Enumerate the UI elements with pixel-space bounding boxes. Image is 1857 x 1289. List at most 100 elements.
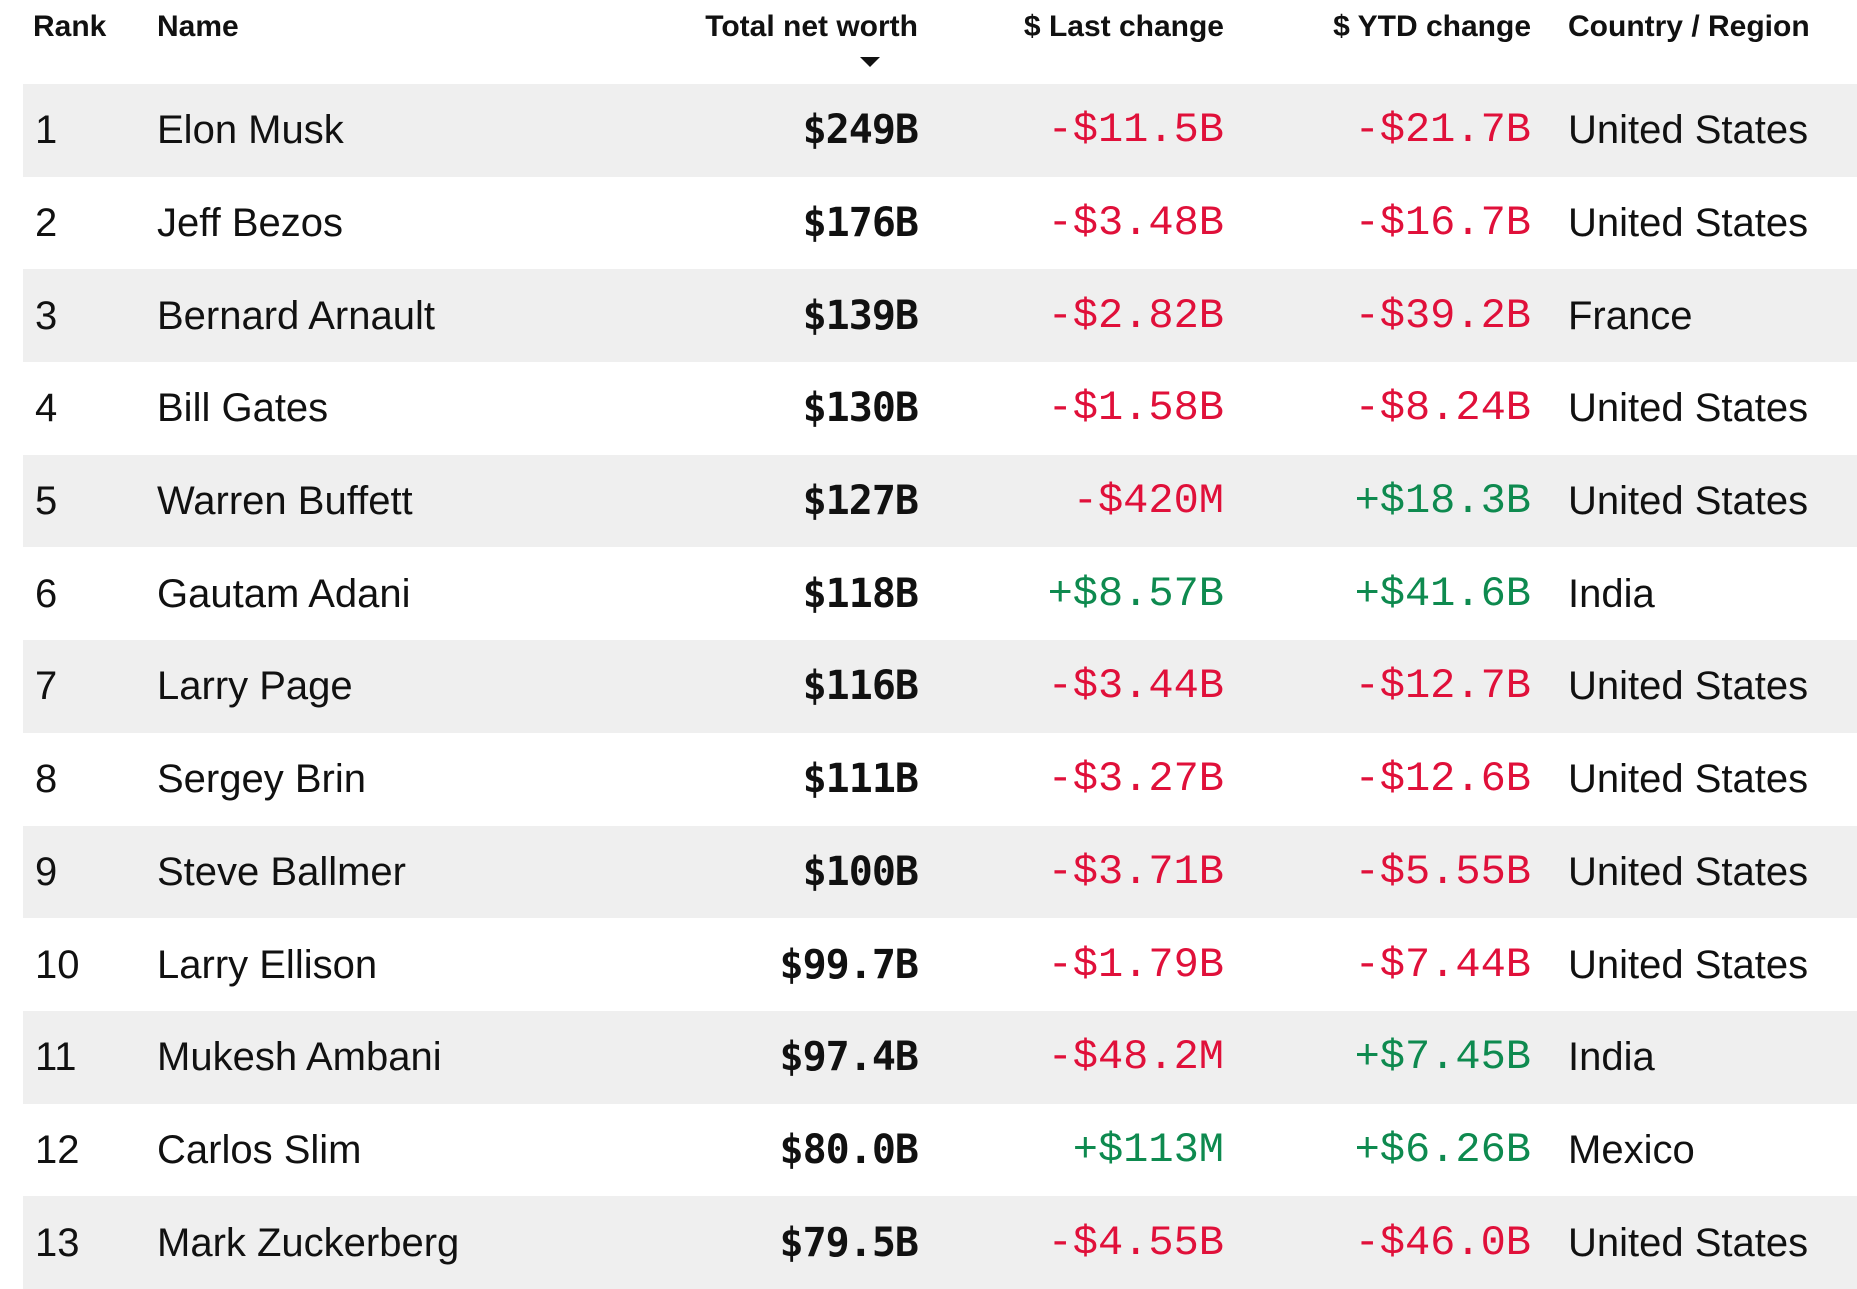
billionaires-table: Rank Name Total net worth $ Last change … bbox=[23, 0, 1857, 1289]
rank-cell: 4 bbox=[35, 386, 58, 431]
name-cell[interactable]: Sergey Brin bbox=[157, 757, 366, 802]
rank-cell: 10 bbox=[35, 942, 80, 987]
name-cell[interactable]: Mark Zuckerberg bbox=[157, 1220, 460, 1265]
table-row[interactable]: 3 Bernard Arnault $139B -$2.82B -$39.2B Franc… bbox=[23, 269, 1857, 363]
country-cell: United States bbox=[1568, 942, 1809, 987]
ytd-change-cell: -$7.44B bbox=[1354, 940, 1531, 989]
country-cell: India bbox=[1568, 1035, 1655, 1080]
ytd-change-cell: +$6.26B bbox=[1354, 1125, 1531, 1174]
ytd-change-cell: -$16.7B bbox=[1354, 199, 1531, 248]
ytd-change-cell: -$12.7B bbox=[1354, 662, 1531, 711]
rank-cell: 5 bbox=[35, 479, 58, 524]
total-net-worth-cell: $99.7B bbox=[779, 941, 919, 988]
column-header-ytd-change[interactable]: $ YTD change bbox=[1333, 10, 1531, 43]
table-row[interactable]: 9 Steve Ballmer $100B -$3.71B -$5.55B United … bbox=[23, 825, 1857, 919]
last-change-cell: -$11.5B bbox=[1047, 106, 1224, 155]
ytd-change-cell: -$46.0B bbox=[1354, 1218, 1531, 1267]
last-change-cell: +$113M bbox=[1072, 1125, 1224, 1174]
rank-cell: 7 bbox=[35, 664, 58, 709]
country-cell: France bbox=[1568, 293, 1693, 338]
name-cell[interactable]: Larry Ellison bbox=[157, 942, 378, 987]
rank-cell: 11 bbox=[35, 1035, 77, 1080]
table-row[interactable]: 12 Carlos Slim $80.0B +$113M +$6.26B Mexico bbox=[23, 1104, 1857, 1197]
table-body: 1 Elon Musk $249B -$11.5B -$21.7B United Stat… bbox=[23, 84, 1857, 1289]
rank-cell: 8 bbox=[35, 757, 58, 802]
caret-down-icon[interactable] bbox=[860, 57, 880, 67]
table-row[interactable]: 2 Jeff Bezos $176B -$3.48B -$16.7B United Sta… bbox=[23, 177, 1857, 270]
last-change-cell: -$3.71B bbox=[1047, 847, 1224, 896]
country-cell: United States bbox=[1568, 664, 1809, 709]
country-cell: United States bbox=[1568, 108, 1809, 153]
ytd-change-cell: +$18.3B bbox=[1354, 477, 1531, 526]
name-cell[interactable]: Bernard Arnault bbox=[157, 293, 435, 338]
country-cell: United States bbox=[1568, 757, 1809, 802]
last-change-cell: -$48.2M bbox=[1047, 1033, 1224, 1082]
ytd-change-cell: -$12.6B bbox=[1354, 755, 1531, 804]
name-cell[interactable]: Elon Musk bbox=[157, 108, 344, 153]
country-cell: United States bbox=[1568, 1220, 1809, 1265]
rank-cell: 6 bbox=[35, 571, 58, 616]
total-net-worth-cell: $118B bbox=[802, 570, 919, 617]
total-net-worth-cell: $111B bbox=[802, 756, 919, 803]
column-header-country-region[interactable]: Country / Region bbox=[1568, 10, 1810, 43]
rank-cell: 13 bbox=[35, 1220, 80, 1265]
last-change-cell: -$3.44B bbox=[1047, 662, 1224, 711]
last-change-cell: -$3.48B bbox=[1047, 199, 1224, 248]
table-row[interactable]: 4 Bill Gates $130B -$1.58B -$8.24B United Sta… bbox=[23, 362, 1857, 455]
total-net-worth-cell: $116B bbox=[802, 663, 919, 710]
last-change-cell: +$8.57B bbox=[1047, 569, 1224, 618]
ytd-change-cell: -$5.55B bbox=[1354, 847, 1531, 896]
total-net-worth-cell: $176B bbox=[802, 200, 919, 247]
total-net-worth-cell: $130B bbox=[802, 385, 919, 432]
column-header-name[interactable]: Name bbox=[157, 10, 239, 43]
total-net-worth-cell: $139B bbox=[802, 292, 919, 339]
table-row[interactable]: 10 Larry Ellison $99.7B -$1.79B -$7.44B Unite… bbox=[23, 918, 1857, 1011]
name-cell[interactable]: Larry Page bbox=[157, 664, 353, 709]
column-header-last-change[interactable]: $ Last change bbox=[1023, 10, 1224, 43]
country-cell: United States bbox=[1568, 849, 1809, 894]
table-row[interactable]: 8 Sergey Brin $111B -$3.27B -$12.6B United St… bbox=[23, 733, 1857, 826]
table-row[interactable]: 1 Elon Musk $249B -$11.5B -$21.7B United Stat… bbox=[23, 84, 1857, 177]
table-row[interactable]: 13 Mark Zuckerberg $79.5B -$4.55B -$46.0B Uni… bbox=[23, 1196, 1857, 1289]
country-cell: United States bbox=[1568, 386, 1809, 431]
last-change-cell: -$1.79B bbox=[1047, 940, 1224, 989]
country-cell: United States bbox=[1568, 201, 1809, 246]
country-cell: India bbox=[1568, 571, 1655, 616]
name-cell[interactable]: Mukesh Ambani bbox=[157, 1035, 442, 1080]
last-change-cell: -$1.58B bbox=[1047, 384, 1224, 433]
table-row[interactable]: 6 Gautam Adani $118B +$8.57B +$41.6B India bbox=[23, 547, 1857, 640]
ytd-change-cell: +$41.6B bbox=[1354, 569, 1531, 618]
rank-cell: 2 bbox=[35, 201, 58, 246]
column-header-total-net-worth[interactable]: Total net worth bbox=[705, 10, 918, 43]
table-row[interactable]: 5 Warren Buffett $127B -$420M +$18.3B United … bbox=[23, 454, 1857, 548]
name-cell[interactable]: Bill Gates bbox=[157, 386, 329, 431]
rank-cell: 9 bbox=[35, 849, 58, 894]
rank-cell: 3 bbox=[35, 293, 58, 338]
rank-cell: 1 bbox=[35, 108, 58, 153]
country-cell: United States bbox=[1568, 479, 1809, 524]
ytd-change-cell: +$7.45B bbox=[1354, 1033, 1531, 1082]
name-cell[interactable]: Jeff Bezos bbox=[157, 201, 344, 246]
total-net-worth-cell: $80.0B bbox=[779, 1126, 919, 1173]
country-cell: Mexico bbox=[1568, 1127, 1695, 1172]
name-cell[interactable]: Steve Ballmer bbox=[157, 849, 406, 894]
table-header: Rank Name Total net worth $ Last change … bbox=[23, 0, 1857, 84]
name-cell[interactable]: Gautam Adani bbox=[157, 571, 411, 616]
name-cell[interactable]: Warren Buffett bbox=[157, 479, 413, 524]
ytd-change-cell: -$21.7B bbox=[1354, 106, 1531, 155]
table-row[interactable]: 7 Larry Page $116B -$3.44B -$12.7B United Sta… bbox=[23, 640, 1857, 733]
last-change-cell: -$2.82B bbox=[1047, 291, 1224, 340]
name-cell[interactable]: Carlos Slim bbox=[157, 1127, 362, 1172]
total-net-worth-cell: $97.4B bbox=[779, 1034, 919, 1081]
last-change-cell: -$4.55B bbox=[1047, 1218, 1224, 1267]
total-net-worth-cell: $249B bbox=[802, 107, 919, 154]
last-change-cell: -$420M bbox=[1072, 477, 1224, 526]
ytd-change-cell: -$39.2B bbox=[1354, 291, 1531, 340]
table-row[interactable]: 11 Mukesh Ambani $97.4B -$48.2M +$7.45B India bbox=[23, 1010, 1857, 1104]
last-change-cell: -$3.27B bbox=[1047, 755, 1224, 804]
total-net-worth-cell: $79.5B bbox=[779, 1219, 919, 1266]
total-net-worth-cell: $127B bbox=[802, 478, 919, 525]
rank-cell: 12 bbox=[35, 1127, 80, 1172]
total-net-worth-cell: $100B bbox=[802, 848, 919, 895]
column-header-rank[interactable]: Rank bbox=[33, 10, 107, 43]
